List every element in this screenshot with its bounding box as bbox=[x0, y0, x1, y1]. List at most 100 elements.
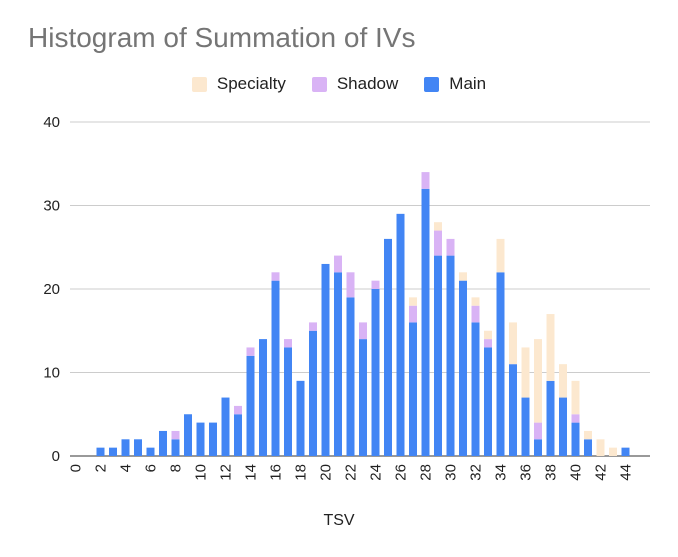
bar-main-29[interactable] bbox=[434, 255, 442, 456]
x-tick-label: 18 bbox=[293, 464, 310, 481]
bar-main-23[interactable] bbox=[359, 339, 367, 456]
bar-main-41[interactable] bbox=[584, 439, 592, 456]
bar-main-26[interactable] bbox=[396, 213, 405, 456]
bar-shadow-8[interactable] bbox=[171, 430, 180, 440]
x-tick-label: 40 bbox=[568, 464, 585, 481]
bar-main-8[interactable] bbox=[171, 439, 180, 456]
x-tick-label: 10 bbox=[193, 464, 210, 481]
bar-shadow-28[interactable] bbox=[421, 172, 430, 189]
bar-main-15[interactable] bbox=[259, 339, 267, 456]
legend-item-main[interactable]: Main bbox=[424, 74, 486, 94]
bar-main-40[interactable] bbox=[571, 422, 580, 456]
y-tick-label: 10 bbox=[43, 365, 60, 382]
chart-legend: Specialty Shadow Main bbox=[0, 74, 678, 94]
bar-main-37[interactable] bbox=[534, 439, 542, 456]
bar-main-30[interactable] bbox=[446, 255, 455, 456]
bar-main-5[interactable] bbox=[134, 439, 142, 456]
bar-shadow-40[interactable] bbox=[571, 414, 580, 423]
x-tick-label: 38 bbox=[543, 464, 560, 481]
chart-title: Histogram of Summation of IVs bbox=[28, 22, 416, 53]
x-tick-label: 8 bbox=[168, 464, 185, 472]
bar-shadow-21[interactable] bbox=[334, 255, 342, 273]
bar-specialty-40[interactable] bbox=[571, 380, 580, 415]
x-tick-label: 4 bbox=[118, 464, 135, 472]
bar-main-16[interactable] bbox=[271, 280, 280, 456]
bar-shadow-16[interactable] bbox=[271, 272, 280, 281]
bar-main-36[interactable] bbox=[521, 397, 530, 456]
legend-item-shadow[interactable]: Shadow bbox=[311, 74, 398, 94]
bar-specialty-31[interactable] bbox=[459, 272, 467, 281]
bar-main-32[interactable] bbox=[471, 322, 480, 456]
bar-main-2[interactable] bbox=[96, 447, 105, 456]
bar-main-11[interactable] bbox=[209, 422, 217, 456]
x-tick-label: 34 bbox=[493, 464, 510, 481]
x-tick-label: 2 bbox=[93, 464, 110, 472]
y-tick-label: 20 bbox=[43, 281, 60, 298]
bar-main-28[interactable] bbox=[421, 188, 430, 457]
bar-specialty-43[interactable] bbox=[609, 447, 617, 456]
bar-main-14[interactable] bbox=[246, 355, 255, 456]
bar-main-44[interactable] bbox=[621, 447, 630, 456]
x-tick-label: 28 bbox=[418, 464, 435, 481]
bar-main-25[interactable] bbox=[384, 238, 392, 456]
bar-main-4[interactable] bbox=[121, 439, 130, 456]
bar-specialty-32[interactable] bbox=[471, 297, 480, 306]
bar-main-38[interactable] bbox=[546, 380, 555, 456]
bar-shadow-14[interactable] bbox=[246, 347, 255, 356]
bar-main-10[interactable] bbox=[196, 422, 205, 456]
bar-shadow-23[interactable] bbox=[359, 322, 367, 340]
bar-main-12[interactable] bbox=[221, 397, 230, 456]
bar-main-19[interactable] bbox=[309, 330, 317, 456]
x-tick-label: 0 bbox=[68, 464, 85, 472]
bar-specialty-41[interactable] bbox=[584, 430, 592, 440]
bar-specialty-38[interactable] bbox=[546, 314, 555, 381]
x-tick-label: 36 bbox=[518, 464, 535, 481]
bar-specialty-34[interactable] bbox=[496, 238, 505, 273]
bar-main-13[interactable] bbox=[234, 414, 242, 456]
bar-shadow-17[interactable] bbox=[284, 339, 292, 348]
bar-shadow-19[interactable] bbox=[309, 322, 317, 331]
bar-specialty-35[interactable] bbox=[509, 322, 517, 365]
y-tick-label: 0 bbox=[52, 448, 60, 465]
bar-specialty-36[interactable] bbox=[521, 347, 530, 398]
bar-main-31[interactable] bbox=[459, 280, 467, 456]
bar-main-21[interactable] bbox=[334, 272, 342, 456]
bar-specialty-29[interactable] bbox=[434, 222, 442, 231]
bar-main-18[interactable] bbox=[296, 380, 305, 456]
bar-specialty-37[interactable] bbox=[534, 339, 542, 423]
bar-shadow-22[interactable] bbox=[346, 272, 355, 298]
bar-main-24[interactable] bbox=[371, 289, 380, 456]
y-axis-ticks: 0 10 20 30 40 bbox=[43, 114, 60, 465]
bar-shadow-24[interactable] bbox=[371, 280, 380, 289]
bar-main-35[interactable] bbox=[509, 364, 517, 456]
x-axis-ticks: 0 2 4 6 8 10 12 14 16 18 20 22 24 26 28 30 32 34 36 38 40 42 4… bbox=[68, 464, 635, 481]
bar-main-6[interactable] bbox=[146, 447, 155, 456]
bar-shadow-13[interactable] bbox=[234, 405, 242, 415]
bar-main-20[interactable] bbox=[321, 263, 330, 456]
bar-main-27[interactable] bbox=[409, 322, 417, 456]
bar-main-39[interactable] bbox=[559, 397, 567, 456]
bar-main-7[interactable] bbox=[159, 430, 167, 456]
bar-main-3[interactable] bbox=[109, 447, 117, 456]
bar-shadow-27[interactable] bbox=[409, 305, 417, 323]
legend-item-specialty[interactable]: Specialty bbox=[191, 74, 286, 94]
legend-swatch-specialty bbox=[191, 76, 207, 92]
bar-shadow-33[interactable] bbox=[484, 339, 492, 348]
bar-specialty-39[interactable] bbox=[559, 364, 567, 398]
x-tick-label: 26 bbox=[393, 464, 410, 481]
x-tick-label: 30 bbox=[443, 464, 460, 481]
x-tick-label: 6 bbox=[143, 464, 160, 472]
bar-specialty-33[interactable] bbox=[484, 330, 492, 340]
bar-specialty-42[interactable] bbox=[596, 439, 605, 456]
bar-specialty-27[interactable] bbox=[409, 297, 417, 306]
bar-main-33[interactable] bbox=[484, 347, 492, 456]
bar-main-17[interactable] bbox=[284, 347, 292, 456]
bar-shadow-30[interactable] bbox=[446, 238, 455, 256]
x-tick-label: 12 bbox=[218, 464, 235, 481]
bar-shadow-32[interactable] bbox=[471, 305, 480, 323]
bar-shadow-37[interactable] bbox=[534, 422, 542, 440]
bar-shadow-29[interactable] bbox=[434, 230, 442, 256]
bar-main-9[interactable] bbox=[184, 414, 192, 456]
bar-main-22[interactable] bbox=[346, 297, 355, 456]
bar-main-34[interactable] bbox=[496, 272, 505, 456]
